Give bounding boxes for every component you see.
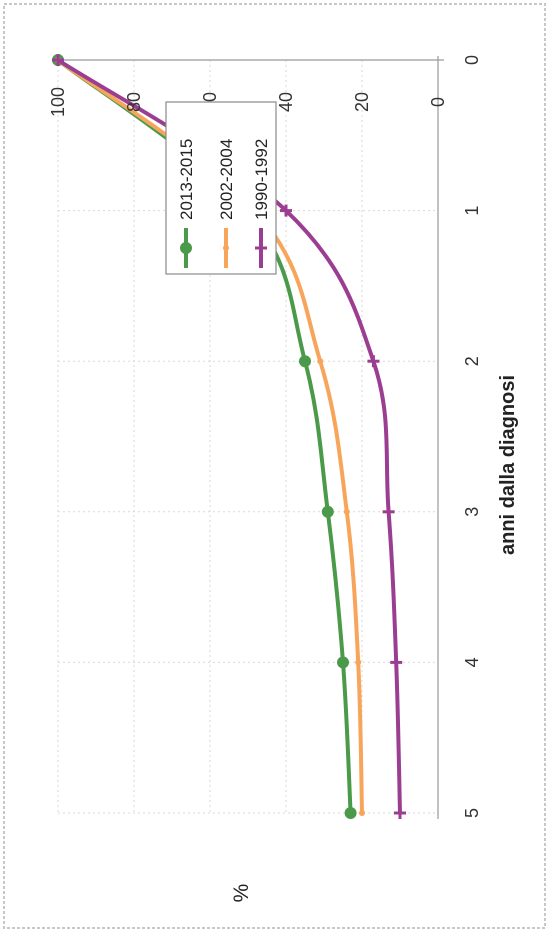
legend-label: 2013-2015 <box>177 139 196 220</box>
data-point <box>299 355 311 368</box>
x-tick-label: 1 <box>462 206 482 216</box>
axes <box>54 56 444 819</box>
data-point <box>280 204 292 217</box>
data-point <box>359 810 365 816</box>
legend-marker <box>223 245 229 251</box>
x-tick-label: 5 <box>462 808 482 818</box>
data-point <box>355 659 362 666</box>
data-point <box>382 505 395 518</box>
y-tick-label: 80 <box>124 92 144 112</box>
chart-frame <box>3 3 546 929</box>
data-point <box>321 505 334 518</box>
data-point <box>394 807 406 819</box>
data-point <box>337 656 349 669</box>
data-point <box>343 508 350 515</box>
y-tick-label: 40 <box>276 92 296 112</box>
legend-label: 1990-1992 <box>252 139 271 220</box>
legend: 2013-2015 2002-2004 1990-1992 <box>165 101 277 275</box>
y-tick-label: 20 <box>352 92 372 112</box>
y-tick-label: 0 <box>428 97 448 107</box>
data-point <box>52 54 64 66</box>
y-tick-label: 100 <box>48 87 68 117</box>
x-tick-label: 0 <box>462 55 482 65</box>
x-tick-label: 3 <box>462 507 482 517</box>
x-tick-label: 4 <box>462 657 482 667</box>
legend-item: 2002-2004 <box>217 139 236 268</box>
data-point <box>344 807 357 819</box>
x-axis-title: anni dalla diagnosi <box>497 375 519 555</box>
data-point <box>317 358 324 365</box>
legend-marker <box>180 242 192 254</box>
y-axis-title: % <box>230 884 253 903</box>
labels: anni dalla diagnosi % 012345020406080100 <box>48 55 519 902</box>
data-point <box>367 355 380 368</box>
legend-label: 2002-2004 <box>217 139 236 220</box>
legend-item: 2013-2015 <box>177 139 196 268</box>
x-tick-label: 2 <box>462 356 482 366</box>
legend-marker <box>255 242 267 254</box>
data-point <box>390 656 403 669</box>
legend-item: 1990-1992 <box>252 139 271 268</box>
